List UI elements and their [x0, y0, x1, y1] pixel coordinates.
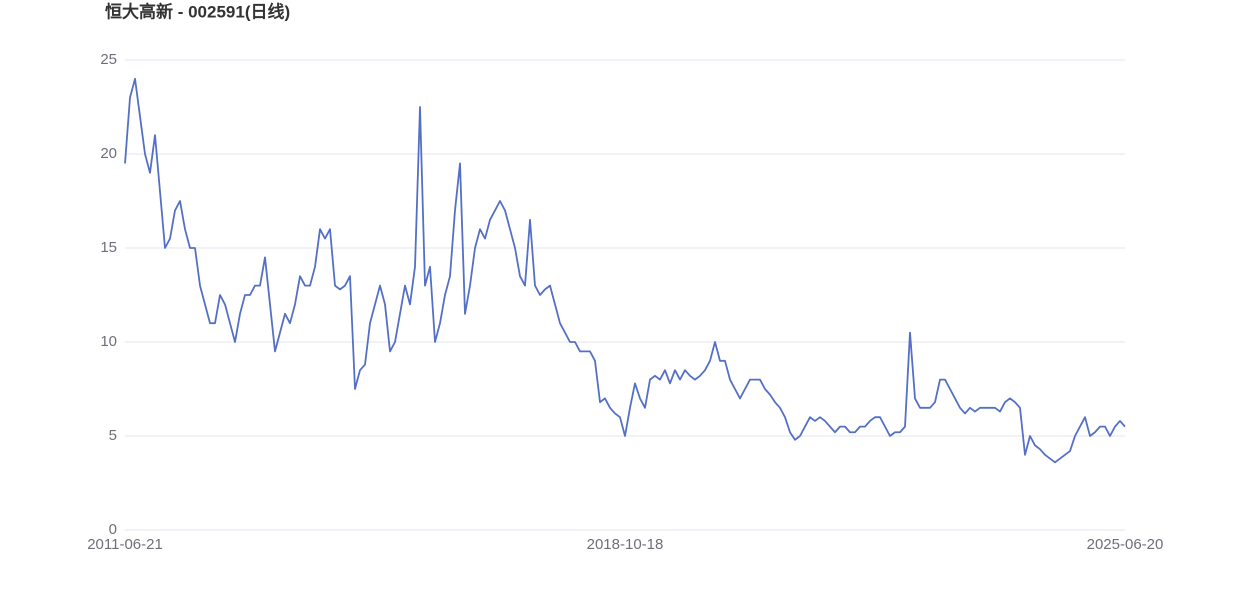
y-tick-label: 10: [100, 333, 117, 350]
y-tick-label: 15: [100, 239, 117, 256]
line-series: [124, 77, 1126, 464]
x-tick-label: 2011-06-21: [87, 536, 163, 553]
y-tick-label: 25: [100, 51, 117, 68]
y-tick-label: 5: [109, 427, 117, 444]
x-tick-label: 2025-06-20: [1087, 536, 1164, 553]
x-tick-label: 2018-10-18: [587, 536, 664, 553]
chart-title: 恒大高新 - 002591(日线): [105, 1, 290, 21]
y-tick-label: 0: [109, 521, 117, 538]
y-tick-label: 20: [100, 145, 117, 162]
